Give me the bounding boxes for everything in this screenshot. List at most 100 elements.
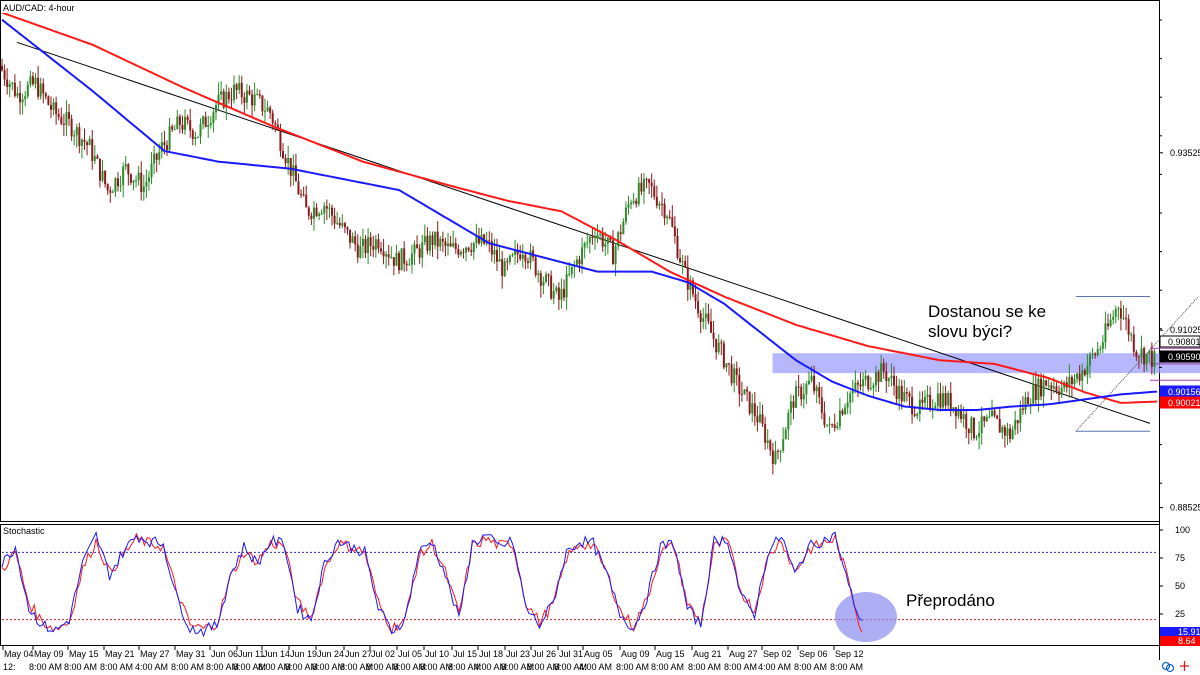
fib-swing-diagonal <box>1075 296 1199 432</box>
time-tick-label: Aug 21 <box>693 649 722 659</box>
candlestick <box>351 232 354 244</box>
candlestick <box>336 211 339 225</box>
candlestick <box>55 96 58 125</box>
candlestick <box>379 241 382 255</box>
svg-text:0.90156: 0.90156 <box>1168 387 1200 397</box>
candlestick <box>284 154 287 169</box>
candlestick <box>728 362 731 376</box>
candlestick <box>586 232 589 249</box>
candlestick <box>75 123 78 148</box>
time-tick-label: Jul 02 <box>371 649 395 659</box>
candlestick <box>1107 313 1110 330</box>
candlestick <box>942 385 945 410</box>
candlestick <box>702 307 705 330</box>
price-current-label: 0.90156 <box>1159 385 1200 398</box>
candlestick <box>818 381 821 405</box>
candlestick <box>403 241 406 272</box>
candlestick <box>1032 373 1035 405</box>
candlestick <box>691 277 694 298</box>
candlestick <box>1122 305 1125 321</box>
candlestick <box>436 221 439 260</box>
candlestick <box>294 153 297 182</box>
candlestick <box>777 449 780 460</box>
candlestick <box>779 450 782 463</box>
candlestick <box>911 386 914 424</box>
time-tick-label: May 09 <box>34 649 64 659</box>
candlestick <box>493 238 496 264</box>
candlestick <box>707 303 710 325</box>
candlestick <box>722 340 725 370</box>
stochastic-k-line <box>1 531 863 638</box>
candlestick <box>957 404 960 419</box>
candlestick <box>967 428 970 445</box>
candlestick <box>905 387 908 402</box>
price-tick-label: 0.91025 <box>1170 325 1200 335</box>
time-tick-label: Jun 06 <box>211 649 238 659</box>
time-tick-sublabel: 4:00 AM <box>579 662 612 672</box>
candlestick <box>774 440 777 465</box>
time-tick-label: Sep 02 <box>763 649 792 659</box>
candlestick <box>207 115 210 138</box>
candlestick <box>1125 307 1128 331</box>
candlestick <box>153 145 156 175</box>
candlestick <box>583 241 586 259</box>
candlestick <box>887 377 890 388</box>
candlestick <box>171 124 174 133</box>
candlestick <box>60 107 63 126</box>
candlestick <box>382 238 385 265</box>
time-tick-label: Jun 14 <box>263 649 290 659</box>
candlestick <box>514 239 517 265</box>
candlestick <box>668 210 671 220</box>
candlestick <box>176 109 179 130</box>
time-tick-sublabel: 8:00 AM <box>501 662 534 672</box>
candlestick <box>697 291 700 318</box>
candlestick <box>637 177 640 207</box>
link-icon[interactable] <box>1161 661 1175 673</box>
candlestick <box>838 398 841 430</box>
candlestick <box>841 408 844 416</box>
candlestick <box>1083 368 1086 377</box>
time-tick-label: Jun 24 <box>317 649 344 659</box>
candlestick <box>480 227 483 247</box>
candlestick <box>885 362 888 393</box>
time-tick-sublabel: 8:00 AM <box>340 662 373 672</box>
candlestick <box>501 251 504 289</box>
candlestick <box>426 227 429 255</box>
descending-trendline <box>16 41 1151 424</box>
candlestick <box>1109 313 1112 328</box>
candlestick <box>949 381 952 417</box>
candlestick <box>1104 311 1107 349</box>
candlestick <box>820 386 823 420</box>
candlestick <box>1114 305 1117 324</box>
candlestick <box>508 254 511 265</box>
candlestick <box>423 224 426 246</box>
candlestick <box>150 151 153 185</box>
candlestick <box>769 439 772 456</box>
price-current-label: 0.90801 <box>1159 335 1200 348</box>
candlestick <box>890 363 893 387</box>
candlestick <box>392 256 395 276</box>
candlestick <box>712 320 715 348</box>
candlestick <box>454 237 457 254</box>
stochastic-tick-label: 100 <box>1175 525 1190 535</box>
candlestick <box>650 173 653 198</box>
candlestick <box>787 409 790 440</box>
candlestick <box>681 254 684 275</box>
candlestick <box>854 370 857 394</box>
candlestick <box>235 82 238 99</box>
candlestick <box>529 243 532 270</box>
candlestick <box>256 88 259 96</box>
candlestick <box>748 391 751 416</box>
candlestick <box>413 240 416 265</box>
candlestick <box>364 235 367 259</box>
crosshair-icon[interactable] <box>1180 661 1189 671</box>
candlestick <box>521 244 524 268</box>
candlestick <box>354 230 357 252</box>
candlestick <box>42 78 45 104</box>
candlestick <box>552 283 555 305</box>
candlestick <box>771 442 774 475</box>
candlestick <box>1145 353 1148 372</box>
time-tick-label: Aug 15 <box>656 649 685 659</box>
time-tick-label: Jun 11 <box>238 649 264 659</box>
